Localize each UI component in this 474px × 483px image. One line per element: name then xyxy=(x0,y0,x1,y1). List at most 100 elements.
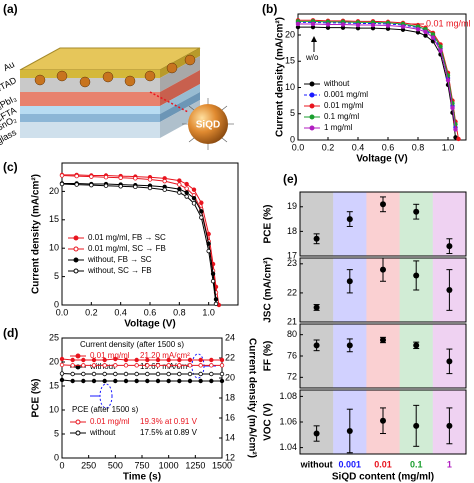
point xyxy=(145,371,150,377)
legend-label: 0.1 mg/ml xyxy=(324,112,359,121)
point xyxy=(310,21,316,27)
point xyxy=(446,422,453,429)
point xyxy=(102,357,107,363)
legend-label: 1 mg/ml xyxy=(324,123,353,132)
x-axis-label: SiQD content (mg/ml) xyxy=(332,472,434,483)
point xyxy=(118,184,123,189)
annotation: Current density (after 1500 s) xyxy=(80,340,184,349)
y-tick-label: 76 xyxy=(287,350,297,360)
point xyxy=(133,176,138,181)
point xyxy=(380,337,386,343)
point xyxy=(81,357,86,363)
y2-tick-label: 14 xyxy=(225,432,235,442)
x-tick-label: 500 xyxy=(108,460,123,470)
legend-marker xyxy=(73,246,79,252)
point xyxy=(184,194,189,199)
legend-marker xyxy=(309,92,315,98)
point xyxy=(219,371,225,377)
point xyxy=(177,363,182,368)
point xyxy=(145,363,150,368)
y-tick-label: 19 xyxy=(287,201,297,211)
y-axis-label: Current density (mA/cm²) xyxy=(31,174,42,294)
point xyxy=(133,184,138,190)
legend-label: without, FB → SC xyxy=(87,255,152,264)
y-tick-label: 0 xyxy=(290,134,295,144)
legend-marker xyxy=(75,430,81,436)
point xyxy=(219,363,225,368)
point xyxy=(415,27,421,32)
y-tick-label: 23 xyxy=(287,258,297,268)
series-line xyxy=(61,379,222,382)
y-tick-label: 80 xyxy=(287,329,297,339)
point xyxy=(198,363,203,368)
point xyxy=(59,173,65,178)
x-axis-label: Voltage (V) xyxy=(124,319,175,330)
point xyxy=(103,183,109,188)
y-tick-label: 10 xyxy=(285,82,295,92)
legend-label: without xyxy=(89,362,116,371)
y2-axis-label: Current density (mA/cm²) xyxy=(246,338,257,458)
point xyxy=(385,23,391,28)
point xyxy=(162,178,167,184)
point xyxy=(380,266,386,273)
point xyxy=(59,362,65,368)
x-axis-label: Voltage (V) xyxy=(356,154,407,165)
y-tick-label: 10 xyxy=(49,243,59,253)
x-tick-label: 0.0 xyxy=(292,142,305,152)
panel-label: (e) xyxy=(283,172,298,186)
point xyxy=(74,173,79,179)
point xyxy=(81,371,86,377)
point xyxy=(91,363,97,368)
legend-marker xyxy=(309,81,315,87)
point xyxy=(70,378,75,384)
y-tick-label: 72 xyxy=(287,372,297,382)
point xyxy=(346,216,353,223)
y-tick-label: 5 xyxy=(54,271,59,281)
particle-label: SiQD xyxy=(196,120,220,131)
layer-label: FTO glass xyxy=(0,127,18,155)
point xyxy=(210,278,216,284)
y-tick-label: 17 xyxy=(287,250,297,260)
point xyxy=(166,357,171,363)
point xyxy=(325,22,331,27)
point xyxy=(380,417,386,424)
point xyxy=(59,181,65,187)
point xyxy=(355,22,361,28)
point xyxy=(370,22,376,28)
x-axis-label: Time (s) xyxy=(123,472,161,483)
point xyxy=(70,363,75,368)
point xyxy=(209,363,214,368)
legend-label: without, SC → FB xyxy=(87,266,152,275)
point xyxy=(209,371,214,377)
point xyxy=(81,363,86,368)
legend-label: 0.01 mg/ml xyxy=(324,101,364,110)
legend-note: 21.20 mA/cm² xyxy=(140,351,190,360)
point xyxy=(74,182,79,187)
y-tick-label: 20 xyxy=(49,186,59,196)
y-tick-label: 0 xyxy=(54,452,59,462)
y-tick-label: 22 xyxy=(287,287,297,297)
x-tick-label: 0.4 xyxy=(114,307,127,317)
point xyxy=(219,357,225,363)
point xyxy=(187,357,193,363)
point xyxy=(446,358,453,365)
x-tick-label: 1500 xyxy=(212,460,232,470)
y-axis-label: JSC (mA/cm²) xyxy=(263,257,274,323)
point xyxy=(423,33,428,38)
point xyxy=(438,48,443,53)
y2-tick-label: 20 xyxy=(225,372,235,382)
point xyxy=(134,378,139,384)
point xyxy=(400,24,406,29)
point xyxy=(177,182,182,187)
x-tick-label: 0.6 xyxy=(382,142,395,152)
point xyxy=(184,190,189,195)
series-line xyxy=(298,26,456,138)
point xyxy=(177,378,182,384)
point xyxy=(103,174,109,180)
point xyxy=(413,422,420,429)
legend-note: 19.3% at 0.91 V xyxy=(140,417,198,426)
point xyxy=(166,371,171,377)
legend-marker xyxy=(309,125,315,131)
point xyxy=(206,248,211,254)
category-band xyxy=(300,390,334,454)
